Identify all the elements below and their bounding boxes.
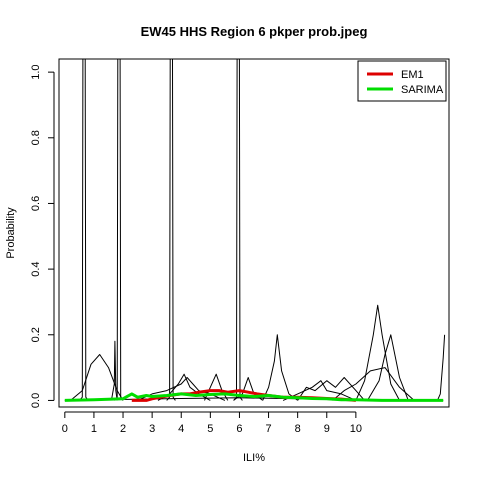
x-tick-label: 6 <box>236 423 242 435</box>
series-line-13 <box>137 377 226 401</box>
series-line-2 <box>79 58 89 401</box>
y-tick-label: 1.0 <box>30 64 42 79</box>
series-line-4 <box>166 58 176 401</box>
x-tick-label: 5 <box>207 423 213 435</box>
y-tick-label: 0.8 <box>30 130 42 145</box>
y-tick-label: 0.0 <box>30 393 42 408</box>
series-line-6 <box>70 354 124 401</box>
x-axis-label: ILI% <box>243 452 265 464</box>
y-tick-label: 0.4 <box>30 261 42 276</box>
x-tick-label: 4 <box>178 423 184 435</box>
chart-title: EW45 HHS Region 6 pkper prob.jpeg <box>141 24 368 39</box>
legend-label-em1: EM1 <box>401 69 424 81</box>
series-line-5 <box>233 58 243 401</box>
x-tick-label: 1 <box>91 423 97 435</box>
x-tick-label: 7 <box>265 423 271 435</box>
series-line-10 <box>367 334 409 401</box>
series-line-8 <box>262 334 298 401</box>
legend: EM1 SARIMA <box>357 60 447 102</box>
x-tick-label: 3 <box>149 423 155 435</box>
x-tick-label: 8 <box>295 423 301 435</box>
x-tick-label: 0 <box>62 423 68 435</box>
y-axis-label: Probability <box>5 207 17 259</box>
x-tick-label: 2 <box>120 423 126 435</box>
series-line-3 <box>113 58 124 401</box>
y-tick-label: 0.6 <box>30 196 42 211</box>
legend-box <box>357 60 447 102</box>
series-line-17 <box>297 377 365 401</box>
x-tick-label: 10 <box>350 423 362 435</box>
plot-box <box>58 58 450 408</box>
series-line-12 <box>436 334 446 401</box>
series-line-11 <box>332 367 415 401</box>
legend-label-sarima: SARIMA <box>401 84 444 96</box>
series-line-sarima <box>64 392 444 402</box>
series-line-7 <box>110 340 118 401</box>
y-tick-label: 0.2 <box>30 327 42 342</box>
series-line-18 <box>282 380 357 401</box>
x-tick-label: 9 <box>324 423 330 435</box>
series-line-9 <box>355 304 400 401</box>
series-layer <box>64 58 446 402</box>
y-axis: 0.0 0.2 0.4 0.6 0.8 1.0 <box>30 64 55 408</box>
x-axis: 0 1 2 3 4 5 6 7 8 9 10 <box>62 411 362 435</box>
